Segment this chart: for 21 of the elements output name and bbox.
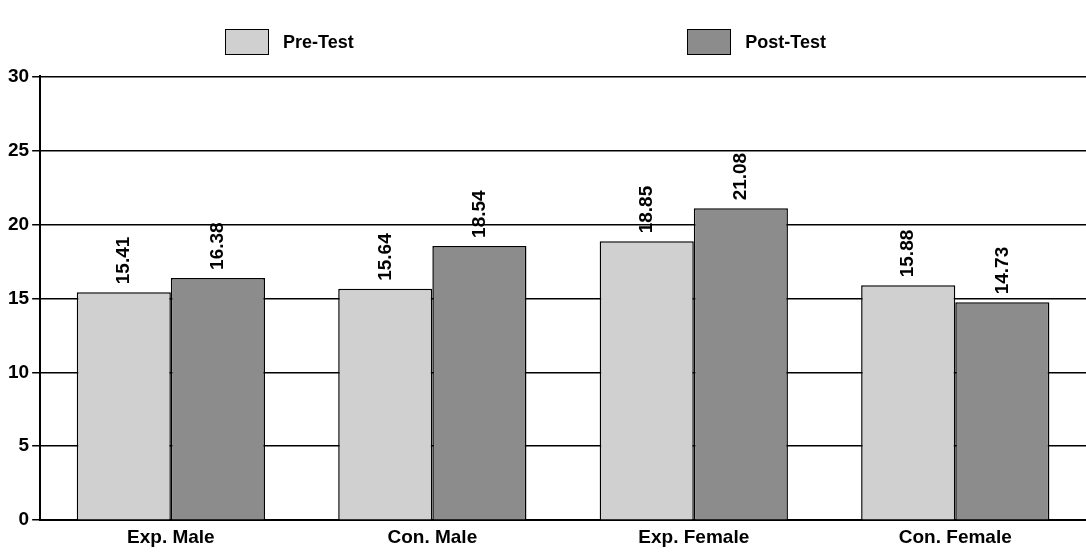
data-label: 14.73 bbox=[990, 246, 1012, 295]
x-tick-label: Exp. Male bbox=[127, 525, 215, 547]
y-tick-label: 25 bbox=[7, 138, 30, 160]
data-label: 21.08 bbox=[729, 152, 751, 201]
y-tick-label: 10 bbox=[7, 360, 30, 382]
y-tick-label: 0 bbox=[18, 508, 30, 530]
x-tick-label: Con. Male bbox=[387, 525, 478, 547]
data-label: 16.38 bbox=[206, 222, 228, 270]
y-tick-label: 15 bbox=[7, 286, 30, 308]
data-label: 15.64 bbox=[373, 232, 395, 281]
y-tick-label: 5 bbox=[18, 434, 30, 456]
data-label: 15.41 bbox=[112, 236, 134, 285]
legend-label: Post-Test bbox=[745, 31, 826, 53]
data-label: 15.88 bbox=[896, 229, 918, 278]
data-label: 18.54 bbox=[467, 189, 489, 238]
x-tick-label: Exp. Female bbox=[638, 525, 750, 547]
x-tick-label: Con. Female bbox=[898, 525, 1012, 547]
y-tick-label: 30 bbox=[7, 64, 30, 86]
legend-label: Pre-Test bbox=[283, 31, 354, 53]
data-label: 18.85 bbox=[634, 185, 656, 234]
y-tick-label: 20 bbox=[7, 212, 30, 234]
